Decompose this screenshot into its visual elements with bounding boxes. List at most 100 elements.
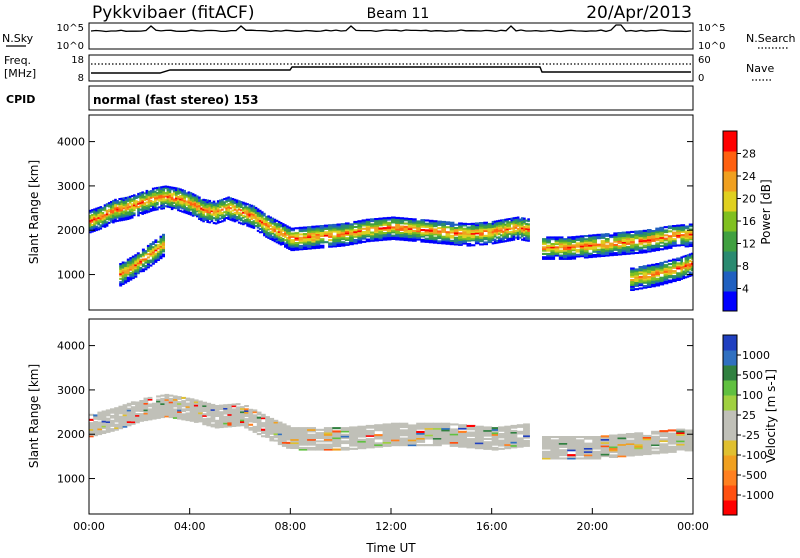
range-cell [271, 219, 275, 222]
range-cell [512, 223, 516, 226]
range-cell [183, 206, 186, 209]
range-cell [170, 194, 174, 197]
range-cell [252, 414, 258, 417]
range-cell [630, 240, 635, 243]
range-cell [191, 194, 195, 197]
range-cell [659, 265, 665, 268]
range-cell [491, 225, 495, 228]
range-cell [655, 227, 660, 230]
range-cell [144, 268, 148, 271]
range-cell [177, 195, 180, 198]
range-cell [191, 204, 195, 207]
range-cell [441, 224, 446, 227]
range-cell [302, 239, 308, 242]
range-cell [483, 221, 488, 224]
range-cell [688, 230, 693, 233]
range-cell [168, 401, 174, 404]
range-cell [319, 246, 325, 249]
range-cell [288, 239, 291, 242]
range-cell [219, 201, 222, 204]
range-cell [382, 220, 388, 223]
range-cell [261, 422, 266, 425]
range-cell [634, 276, 639, 279]
range-cell [183, 211, 186, 214]
range-cell [233, 200, 237, 203]
range-cell [162, 235, 165, 238]
range-cell [175, 190, 178, 193]
range-cell [399, 225, 405, 228]
range-cell [225, 210, 228, 213]
range-cell [261, 217, 264, 220]
range-cell [667, 269, 673, 272]
range-cell [227, 417, 233, 420]
range-cell [412, 218, 417, 221]
range-cell [500, 227, 503, 230]
range-cell [516, 425, 524, 428]
range-cell [395, 216, 400, 219]
range-cell [189, 408, 195, 411]
power-ylabel: Slant Range [km] [27, 160, 41, 264]
range-cell [269, 231, 272, 234]
range-cell [210, 425, 216, 428]
range-cell [279, 228, 283, 231]
range-cell [277, 428, 283, 431]
range-cell [493, 242, 497, 245]
range-cell [617, 236, 623, 239]
range-cell [449, 229, 455, 232]
range-cell [412, 234, 417, 237]
range-cell [441, 239, 446, 242]
range-cell [483, 431, 493, 434]
range-cell [160, 201, 163, 204]
range-cell [659, 438, 669, 441]
range-cell [516, 221, 520, 224]
range-cell [613, 239, 618, 242]
range-cell [630, 267, 635, 270]
range-cell [416, 427, 426, 430]
range-cell [181, 197, 184, 200]
range-cell [288, 228, 291, 231]
range-cell [340, 448, 350, 451]
range-cell [445, 239, 451, 242]
range-cell [244, 207, 247, 210]
range-cell [191, 211, 195, 214]
range-cell [391, 226, 396, 229]
range-cell [279, 233, 283, 236]
range-cell [466, 428, 476, 431]
range-cell [449, 443, 459, 446]
range-cell [105, 424, 111, 427]
range-cell [491, 230, 495, 233]
range-cell [206, 202, 209, 205]
range-cell [361, 224, 367, 227]
range-cell [231, 420, 237, 423]
range-cell [210, 405, 216, 408]
range-cell [332, 228, 337, 231]
range-cell [168, 409, 174, 412]
range-cell [216, 208, 220, 211]
range-cell [688, 268, 692, 271]
range-cell [143, 203, 147, 206]
range-cell [187, 201, 191, 204]
range-cell [128, 213, 132, 216]
range-cell [277, 423, 283, 426]
range-cell [118, 410, 124, 413]
range-cell [502, 233, 505, 236]
range-cell [424, 437, 434, 440]
colorbar-swatch [723, 211, 737, 232]
colorbar-swatch [723, 151, 737, 172]
range-cell [154, 203, 157, 206]
range-cell [126, 414, 132, 417]
range-cell [651, 273, 656, 276]
range-cell [256, 229, 260, 232]
y-tick-label: 4000 [57, 340, 85, 353]
range-cell [395, 225, 400, 228]
range-cell [286, 227, 289, 230]
range-cell [147, 205, 151, 208]
range-cell [149, 261, 153, 264]
colorbar-tick-label: 1000 [742, 349, 770, 362]
range-cell [684, 261, 688, 264]
range-cell [250, 226, 254, 229]
range-cell [281, 226, 285, 229]
colorbar-swatch [723, 455, 737, 471]
range-cell [642, 251, 648, 254]
range-cell [286, 435, 291, 438]
